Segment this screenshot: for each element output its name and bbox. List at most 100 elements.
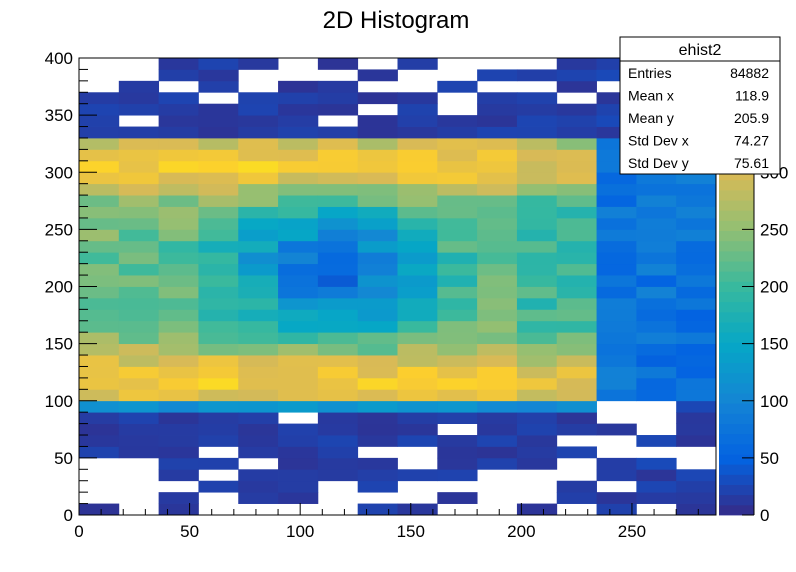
heatmap-cell: [357, 332, 398, 345]
palette-step: [719, 393, 754, 404]
heatmap-cell: [118, 446, 160, 459]
heatmap-cell: [198, 172, 239, 185]
heatmap-cell: [79, 263, 120, 276]
heatmap-cell: [158, 423, 199, 436]
heatmap-cell: [437, 469, 478, 482]
heatmap-cell: [198, 343, 239, 356]
heatmap-cell: [676, 206, 717, 219]
heatmap-cell: [516, 332, 558, 345]
heatmap-cell: [79, 206, 120, 219]
heatmap-cell: [278, 240, 319, 253]
heatmap-cell: [636, 240, 677, 253]
heatmap-cell: [357, 183, 398, 196]
heatmap-cell: [596, 58, 637, 70]
heatmap-cell: [477, 183, 518, 196]
heatmap-cell: [556, 240, 597, 253]
heatmap-cell: [636, 480, 677, 493]
heatmap-cell: [516, 343, 558, 356]
heatmap-cell: [357, 217, 398, 230]
heatmap-cell: [278, 309, 319, 322]
heatmap-cell: [397, 229, 438, 242]
heatmap-cell: [556, 183, 597, 196]
heatmap-cell: [397, 172, 438, 185]
heatmap-cell: [357, 309, 398, 322]
heatmap-cell: [397, 389, 438, 402]
heatmap-cell: [556, 80, 597, 93]
heatmap-cell: [198, 229, 239, 242]
heatmap-cell: [158, 275, 199, 287]
heatmap-cell: [437, 137, 478, 150]
heatmap-cell: [516, 240, 558, 253]
heatmap-cell: [556, 58, 597, 70]
heatmap-cell: [118, 103, 160, 116]
heatmap-cell: [198, 309, 239, 322]
heatmap-cell: [118, 92, 160, 105]
palette-step: [719, 403, 754, 414]
heatmap-cell: [636, 343, 677, 356]
heatmap-cell: [516, 355, 558, 367]
heatmap-cell: [278, 137, 319, 150]
heatmap-cell: [636, 389, 677, 402]
heatmap-cell: [278, 435, 319, 447]
heatmap-cell: [437, 400, 478, 413]
heatmap-cell: [437, 126, 478, 139]
heatmap-cell: [477, 92, 518, 105]
heatmap-cell: [238, 435, 279, 447]
heatmap-cell: [198, 435, 239, 447]
heatmap-cell: [278, 286, 319, 299]
y-axis: 0 50 100 150 200 250 300 350 400: [45, 49, 97, 525]
heatmap-cell: [556, 309, 597, 322]
heatmap-cell: [357, 160, 398, 173]
heatmap-cell: [636, 297, 677, 310]
y-tick-label: 300: [45, 163, 73, 182]
heatmap-cell: [278, 263, 319, 276]
heatmap-cell: [397, 332, 438, 345]
heatmap-cell: [636, 183, 677, 196]
heatmap-cell: [397, 297, 438, 310]
heatmap-cell: [198, 69, 239, 82]
heatmap-cell: [357, 252, 398, 265]
heatmap-cell: [357, 423, 398, 436]
heatmap-cell: [198, 206, 239, 219]
heatmap-cell: [636, 377, 677, 390]
heatmap-cell: [596, 229, 637, 242]
heatmap-cell: [516, 126, 558, 139]
heatmap-cell: [357, 195, 398, 207]
heatmap-cell: [397, 400, 438, 413]
heatmap-cell: [317, 183, 359, 196]
heatmap-cell: [317, 275, 359, 287]
heatmap-cell: [397, 58, 438, 70]
heatmap-cell: [477, 263, 518, 276]
heatmap-cell: [397, 126, 438, 139]
heatmap-cell: [238, 172, 279, 185]
heatmap-cell: [357, 469, 398, 482]
heatmap-cell: [158, 309, 199, 322]
heatmap-cell: [636, 366, 677, 379]
heatmap-cell: [357, 126, 398, 139]
heatmap-cell: [397, 137, 438, 150]
heatmap-cell: [79, 297, 120, 310]
heatmap-cell: [357, 69, 398, 82]
heatmap-cell: [238, 92, 279, 105]
heatmap-cell: [79, 332, 120, 345]
heatmap-cell: [636, 217, 677, 230]
heatmap-cell: [357, 320, 398, 333]
heatmap-cell: [556, 366, 597, 379]
heatmap-cell: [238, 160, 279, 173]
heatmap-cell: [118, 343, 160, 356]
heatmap-cell: [477, 115, 518, 127]
heatmap-cell: [357, 435, 398, 447]
heatmap-cell: [158, 355, 199, 367]
heatmap-cell: [79, 126, 120, 139]
heatmap-cell: [198, 149, 239, 162]
heatmap-cell: [278, 320, 319, 333]
heatmap-cell: [556, 172, 597, 185]
heatmap-cell: [437, 412, 478, 424]
stats-frame: [619, 36, 781, 175]
heatmap-cell: [158, 332, 199, 345]
stats-value: 75.61: [734, 155, 769, 171]
heatmap-cell: [118, 377, 160, 390]
heatmap-cell: [357, 240, 398, 253]
heatmap-cell: [676, 286, 717, 299]
heatmap-cell: [556, 332, 597, 345]
